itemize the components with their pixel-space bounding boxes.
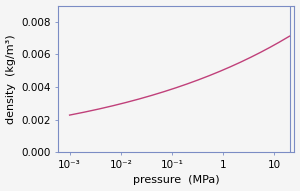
X-axis label: pressure  (MPa): pressure (MPa) — [133, 176, 220, 185]
Y-axis label: density  (kg/m³): density (kg/m³) — [6, 34, 16, 124]
